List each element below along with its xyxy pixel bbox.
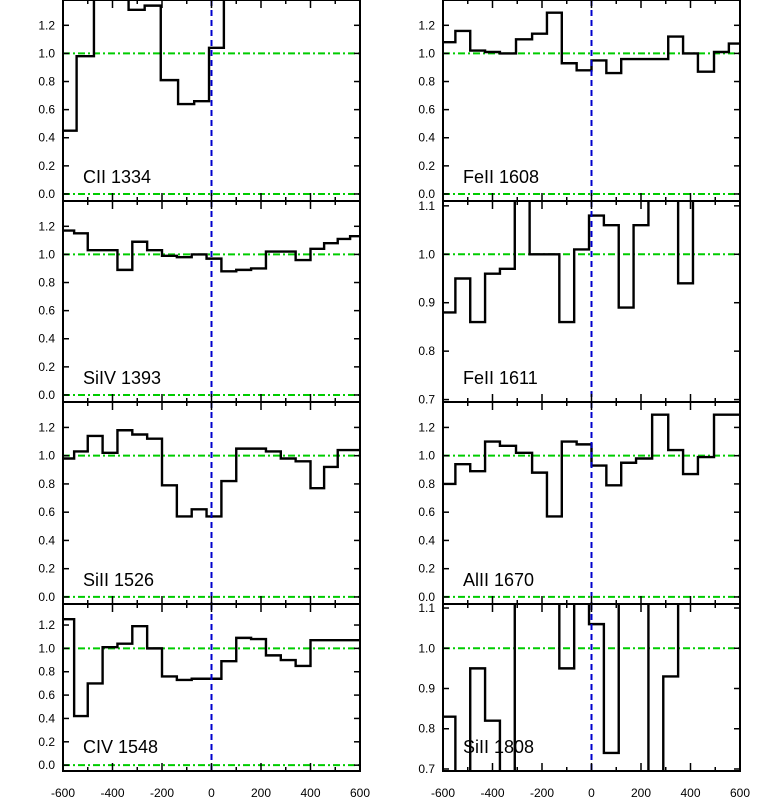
y-tick-label: 1.0 xyxy=(418,46,435,60)
y-tick-label: 0.0 xyxy=(38,590,55,604)
y-tick-label: 0.4 xyxy=(38,332,55,346)
ion-label: FeII 1608 xyxy=(463,167,539,187)
y-tick-label: 0.8 xyxy=(38,477,55,491)
y-tick-label: 0.6 xyxy=(38,505,55,519)
panel-feii-1611: 0.7 0.8 0.9 1.0 1.1 FeII 1611 xyxy=(418,199,741,407)
y-tick-label: 0.4 xyxy=(418,131,435,145)
y-tick-label: 0.9 xyxy=(418,296,435,310)
spectrum-histogram xyxy=(63,617,360,718)
y-tick-label: 0.8 xyxy=(38,276,55,290)
x-tick-label: 600 xyxy=(350,786,370,800)
ion-label: SiII 1526 xyxy=(83,570,154,590)
y-tick-label: 0.0 xyxy=(418,590,435,604)
panel-siiv-1393: 0.0 0.2 0.4 0.6 0.8 1.0 1.2 SiIV 1393 xyxy=(38,200,361,403)
ion-label: AlII 1670 xyxy=(463,570,534,590)
y-tick-label: 0.0 xyxy=(418,187,435,201)
y-tick-label: 0.2 xyxy=(38,159,55,173)
ion-label: CIV 1548 xyxy=(83,737,158,757)
x-tick-label: -400 xyxy=(480,786,504,800)
x-tick-label: 400 xyxy=(680,786,700,800)
x-tick-label: -600 xyxy=(431,786,455,800)
y-tick-label: 1.0 xyxy=(38,247,55,261)
spectrum-histogram xyxy=(443,604,680,771)
y-tick-label: 0.4 xyxy=(418,533,435,547)
x-tick-label: -600 xyxy=(51,786,75,800)
y-tick-label: 0.0 xyxy=(38,388,55,402)
spectrum-histogram xyxy=(63,229,360,273)
ion-label: FeII 1611 xyxy=(463,368,538,388)
y-tick-label: 0.7 xyxy=(418,762,435,776)
y-tick-label: 0.8 xyxy=(418,722,435,736)
y-tick-label: 1.2 xyxy=(418,420,435,434)
y-tick-label: 1.0 xyxy=(38,449,55,463)
spectrum-histogram xyxy=(443,11,740,75)
y-tick-label: 0.6 xyxy=(418,505,435,519)
y-tick-label: 0.8 xyxy=(418,75,435,89)
y-tick-label: 0.2 xyxy=(38,562,55,576)
spectrum-histogram xyxy=(443,201,695,324)
y-tick-label: 0.0 xyxy=(38,758,55,772)
y-tick-label: 0.6 xyxy=(418,103,435,117)
x-tick-label: -200 xyxy=(530,786,554,800)
y-tick-label: 0.8 xyxy=(418,477,435,491)
y-tick-label: 1.0 xyxy=(418,247,435,261)
y-tick-label: 0.8 xyxy=(38,665,55,679)
ion-label: CII 1334 xyxy=(83,167,151,187)
ion-label: SiIV 1393 xyxy=(83,368,161,388)
panel-feii-1608: 0.0 0.2 0.4 0.6 0.8 1.0 1.2 FeII 1608 xyxy=(418,0,741,202)
y-tick-label: 0.8 xyxy=(418,344,435,358)
panel-civ-1548: 0.0 0.2 0.4 0.6 0.8 1.0 1.2 CIV 1548 xyxy=(38,603,361,772)
y-tick-label: 1.0 xyxy=(38,641,55,655)
y-tick-label: 1.1 xyxy=(418,601,435,615)
x-tick-label: 0 xyxy=(588,786,595,800)
y-tick-label: 1.2 xyxy=(38,18,55,32)
y-tick-label: 0.0 xyxy=(38,187,55,201)
x-tick-label: -200 xyxy=(150,786,174,800)
y-tick-label: 0.4 xyxy=(38,711,55,725)
y-tick-label: 0.6 xyxy=(38,103,55,117)
y-tick-label: 0.4 xyxy=(38,131,55,145)
panel-alii-1670: 0.0 0.2 0.4 0.6 0.8 1.0 1.2 AlII 1670 xyxy=(418,401,741,605)
y-tick-label: 0.4 xyxy=(38,533,55,547)
y-tick-label: 0.2 xyxy=(38,735,55,749)
y-tick-label: 0.9 xyxy=(418,682,435,696)
y-tick-label: 1.2 xyxy=(38,420,55,434)
x-tick-label: 400 xyxy=(300,786,320,800)
y-tick-label: 1.2 xyxy=(418,18,435,32)
y-tick-label: 1.2 xyxy=(38,618,55,632)
y-tick-label: 1.2 xyxy=(38,219,55,233)
y-tick-label: 0.2 xyxy=(38,360,55,374)
x-tick-label: 0 xyxy=(208,786,215,800)
x-tick-label: 600 xyxy=(730,786,750,800)
y-tick-label: 1.0 xyxy=(418,449,435,463)
y-tick-label: 0.6 xyxy=(38,688,55,702)
spectrum-histogram xyxy=(63,429,360,518)
x-tick-label: 200 xyxy=(631,786,651,800)
x-tick-label: -400 xyxy=(100,786,124,800)
y-tick-label: 1.0 xyxy=(38,46,55,60)
panel-cii-1334: 0.0 0.2 0.4 0.6 0.8 1.0 1.2 CII 1334 xyxy=(38,0,361,202)
ion-label: SiII 1808 xyxy=(463,737,534,757)
y-tick-label: 0.8 xyxy=(38,75,55,89)
x-tick-label: 200 xyxy=(251,786,271,800)
panel-siii-1808: 0.7 0.8 0.9 1.0 1.1 SiII 1808 xyxy=(418,601,741,776)
y-tick-label: 0.7 xyxy=(418,393,435,407)
y-tick-label: 0.6 xyxy=(38,304,55,318)
y-tick-label: 1.1 xyxy=(418,199,435,213)
y-tick-label: 0.2 xyxy=(418,562,435,576)
spectrum-histogram xyxy=(63,0,226,132)
y-tick-label: 1.0 xyxy=(418,641,435,655)
panel-siii-1526: 0.0 0.2 0.4 0.6 0.8 1.0 1.2 SiII 1526 xyxy=(38,401,361,605)
y-tick-label: 0.2 xyxy=(418,159,435,173)
